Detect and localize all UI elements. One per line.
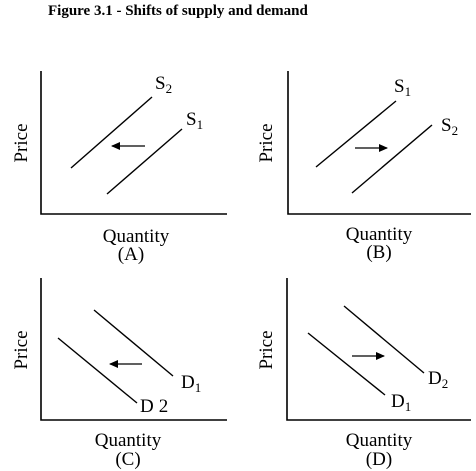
panel-a-curve-s1 — [106, 128, 183, 195]
panel-a-label: (A) — [118, 244, 144, 265]
panel-c-xlabel: Quantity — [95, 430, 162, 451]
panel-d-curve-label-d1: D1 — [391, 391, 411, 414]
panel-b: Price S1 S2 Quantity (B) — [256, 71, 471, 263]
panel-c-ylabel: Price — [11, 330, 32, 369]
panel-d-xlabel: Quantity — [346, 430, 413, 451]
panel-b-curve-s1 — [315, 100, 397, 168]
panel-a-xlabel: Quantity — [103, 226, 170, 247]
panel-b-axes — [287, 71, 471, 215]
panel-b-curve-label-s1: S1 — [394, 76, 411, 99]
panel-a-ylabel: Price — [11, 123, 32, 162]
panel-c-axes — [40, 278, 227, 421]
panel-d-curve-d2 — [343, 305, 425, 374]
panel-b-ylabel: Price — [256, 123, 277, 162]
panel-c-curve-d1 — [93, 309, 174, 377]
panel-d-label: (D) — [366, 449, 392, 470]
panel-d: Price D2 D1 Quantity (D) — [256, 278, 471, 470]
panel-a-curve-label-s2: S2 — [155, 73, 172, 96]
panel-b-label: (B) — [366, 242, 391, 263]
panel-b-xlabel: Quantity — [346, 224, 413, 245]
panel-c-curve-d2 — [57, 337, 138, 404]
panel-a-curve-label-s1: S1 — [186, 109, 203, 132]
panel-c-curve-label-d1: D1 — [181, 372, 201, 395]
panel-a: Price S2 S1 Quantity (A) — [11, 71, 227, 265]
figure-title: Figure 3.1 - Shifts of supply and demand — [48, 3, 308, 19]
panel-b-curve-label-s2: S2 — [441, 115, 458, 138]
panel-d-curve-d1 — [307, 332, 386, 396]
panel-d-ylabel: Price — [256, 330, 277, 369]
panel-c-label: (C) — [115, 449, 140, 470]
panel-a-axes — [40, 71, 227, 215]
panel-d-curve-label-d2: D2 — [428, 368, 448, 391]
panel-d-axes — [286, 278, 471, 421]
panel-a-curve-s2 — [70, 96, 153, 169]
panel-b-curve-s2 — [351, 124, 433, 194]
